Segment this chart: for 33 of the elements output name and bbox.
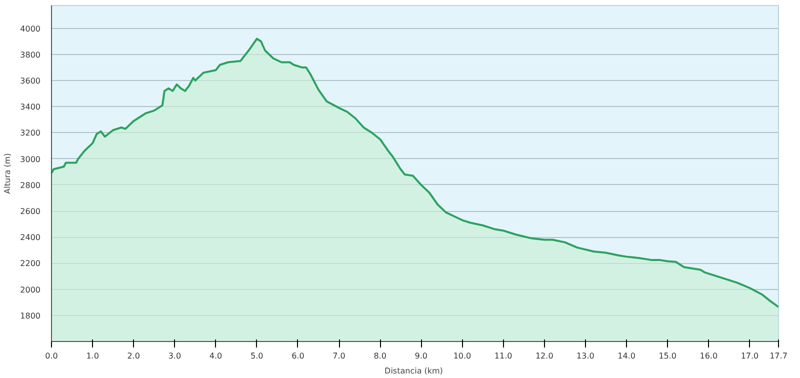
y-tick-label: 2800	[20, 180, 40, 190]
x-tick-label: 0.0	[45, 352, 58, 360]
y-tick-label: 1800	[20, 311, 40, 320]
x-tick-label: 17.7	[770, 352, 788, 360]
y-tick-label: 3800	[20, 50, 40, 60]
x-tick-label: 9.0	[414, 352, 428, 360]
x-tick-label: 1.0	[86, 352, 99, 360]
x-tick-label: 5.0	[250, 352, 264, 360]
x-tick-label: 11.0	[494, 352, 512, 360]
y-tick-label: 3400	[20, 102, 40, 112]
x-tick-label: 2.0	[127, 352, 140, 360]
x-tick-label: 8.0	[374, 352, 386, 360]
y-axis-title: Altura (m)	[3, 153, 12, 194]
x-tick-label: 7.0	[332, 352, 346, 360]
x-tick-label: 14.0	[618, 352, 636, 360]
y-tick-label: 2200	[20, 259, 40, 268]
y-tick-label: 4000	[20, 24, 40, 34]
x-tick-label: 16.0	[700, 352, 718, 360]
y-tick-label: 2400	[20, 233, 40, 242]
y-tick-label: 2600	[20, 207, 40, 216]
y-tick-label: 3200	[20, 128, 40, 138]
x-tick-label: 15.0	[658, 352, 677, 360]
x-tick-label: 4.0	[209, 352, 222, 360]
x-tick-label: 17.0	[740, 352, 759, 360]
y-tick-label: 2000	[20, 285, 40, 294]
y-tick-label: 3600	[20, 76, 40, 86]
x-tick-label: 6.0	[292, 352, 304, 360]
x-tick-label: 10.0	[453, 352, 472, 360]
x-axis-title: Distancia (km)	[384, 366, 443, 376]
x-tick-label: 12.0	[535, 352, 554, 360]
x-tick-label: 13.0	[576, 352, 594, 360]
y-tick-label: 3000	[20, 154, 40, 164]
x-tick-label: 3.0	[168, 352, 182, 360]
